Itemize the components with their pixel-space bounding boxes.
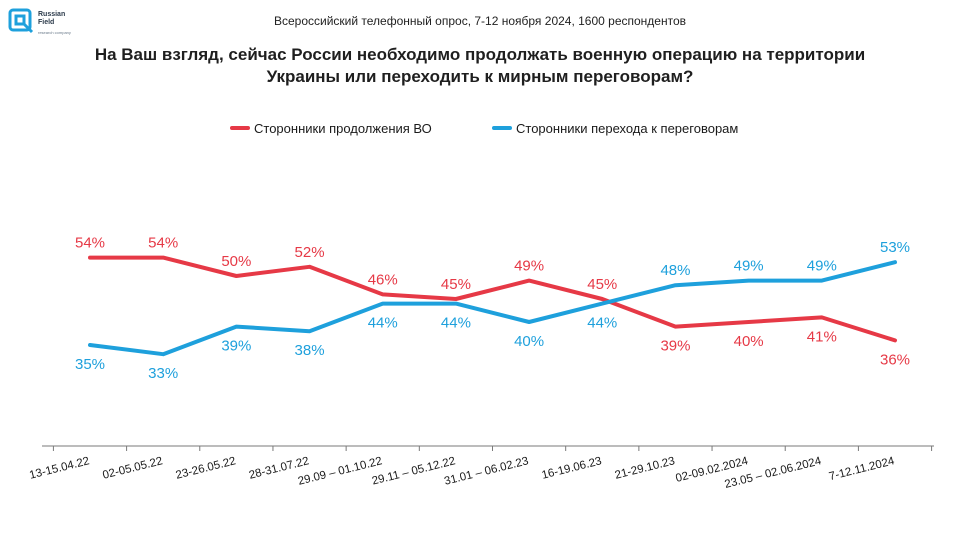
data-label: 46% bbox=[368, 271, 398, 288]
x-tick-label: 13-15.04.22 bbox=[28, 455, 90, 481]
logo: Russian Field research company bbox=[8, 8, 118, 42]
data-label: 44% bbox=[587, 315, 617, 332]
data-label: 52% bbox=[295, 244, 325, 261]
data-label: 48% bbox=[660, 262, 690, 279]
data-label: 38% bbox=[295, 342, 325, 359]
logo-tagline: research company bbox=[38, 30, 71, 35]
x-tick-label: 7-12.11.2024 bbox=[828, 455, 896, 483]
data-label: 50% bbox=[221, 253, 251, 270]
data-label: 35% bbox=[75, 356, 105, 373]
data-label: 44% bbox=[368, 315, 398, 332]
x-tick-label: 29.09 – 01.10.22 bbox=[297, 455, 384, 488]
logo-name: Russian Field bbox=[38, 11, 66, 26]
data-label: 53% bbox=[880, 239, 910, 256]
data-label: 44% bbox=[441, 315, 471, 332]
x-tick-label: 21-29.10.23 bbox=[614, 455, 676, 481]
data-label: 39% bbox=[221, 338, 251, 355]
legend-label: Сторонники перехода к переговорам bbox=[516, 121, 738, 136]
data-label: 49% bbox=[514, 258, 544, 275]
data-label: 49% bbox=[734, 258, 764, 275]
series-line bbox=[88, 260, 897, 357]
data-label: 45% bbox=[441, 276, 471, 293]
data-label: 36% bbox=[880, 351, 910, 368]
series-line bbox=[88, 255, 897, 343]
data-label: 41% bbox=[807, 328, 837, 345]
legend-label: Сторонники продолжения ВО bbox=[254, 121, 432, 136]
x-tick-label: 23-26.05.22 bbox=[175, 455, 237, 481]
data-label: 40% bbox=[514, 333, 544, 350]
x-tick-label: 16-19.06.23 bbox=[541, 455, 603, 481]
logo-mark-icon bbox=[8, 8, 34, 34]
data-label: 54% bbox=[148, 235, 178, 252]
survey-subtitle: Всероссийский телефонный опрос, 7-12 ноя… bbox=[273, 14, 687, 28]
data-label: 39% bbox=[660, 338, 690, 355]
chart-title: На Ваш взгляд, сейчас России необходимо … bbox=[94, 45, 866, 86]
x-tick-label: 02-05.05.22 bbox=[101, 455, 163, 481]
data-label: 49% bbox=[807, 258, 837, 275]
data-label: 45% bbox=[587, 276, 617, 293]
x-tick-label: 31.01 – 06.02.23 bbox=[443, 455, 530, 488]
data-label: 40% bbox=[734, 333, 764, 350]
data-label: 33% bbox=[148, 365, 178, 382]
data-label: 54% bbox=[75, 235, 105, 252]
